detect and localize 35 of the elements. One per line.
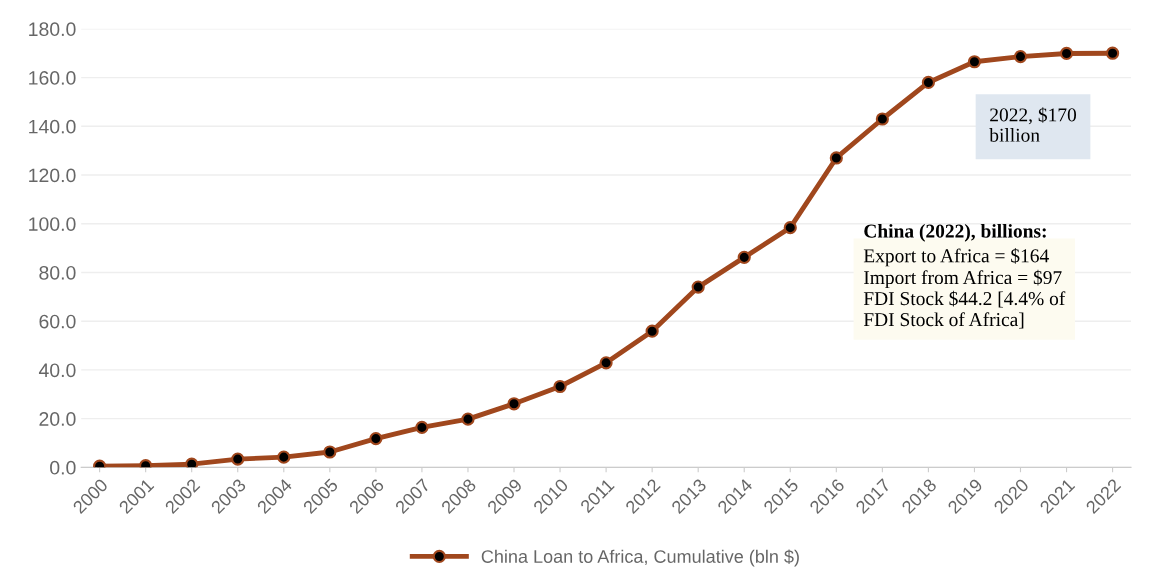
point: [231, 452, 245, 466]
point: [645, 324, 659, 338]
y-tick-label: 0.0: [50, 460, 76, 475]
y-tick-label: 20.0: [39, 412, 76, 426]
point: [829, 151, 843, 165]
y-tick-label: 140.0: [29, 119, 76, 134]
point: [1013, 50, 1028, 64]
y-tick-label: 60.0: [39, 314, 76, 329]
point: [1105, 46, 1120, 60]
point: [875, 112, 889, 126]
point: [369, 432, 383, 446]
point: [461, 412, 475, 426]
point: [507, 397, 521, 411]
point: [415, 420, 429, 435]
point: [277, 450, 291, 464]
point: [553, 379, 567, 394]
y-tick-label: 160.0: [29, 71, 76, 85]
y-tick-label: 180.0: [29, 22, 76, 37]
point: [921, 75, 935, 90]
annotation: China (2022), billions:: [864, 223, 1046, 242]
point: [1059, 46, 1074, 61]
legend-label: China Loan to Africa, Cumulative (bln $): [481, 549, 799, 567]
y-tick-label: 120.0: [29, 168, 76, 183]
point: [185, 457, 199, 468]
y-tick-label: 80.0: [39, 265, 76, 280]
annotation: Export to Africa = $164 Import from Africa = $97 FDI Stock $44.2 [4.4% of FDI Stock of Africa]: [863, 248, 1066, 329]
y-tick-label: 40.0: [38, 363, 76, 378]
point: [967, 55, 982, 69]
annotation: 2022, $170 billion: [989, 107, 1077, 142]
point: [323, 445, 337, 459]
y-tick-label: 100.0: [29, 217, 76, 231]
point: [737, 250, 751, 264]
point: [783, 221, 797, 235]
point: [599, 356, 613, 370]
point: [691, 280, 705, 294]
